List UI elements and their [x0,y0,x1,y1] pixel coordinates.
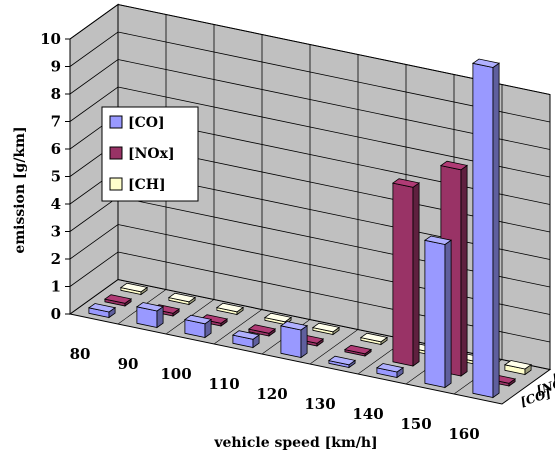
y-tick-label: 5 [51,168,61,186]
y-tick-label: 8 [51,85,61,103]
y-tick-label: 2 [51,250,61,268]
bar-co-130 [327,355,357,369]
legend-item-nox: [NOx] [109,146,175,162]
x-tick-label: 150 [400,415,431,433]
x-tick-label: 100 [160,365,191,383]
legend-item-ch: [CH] [109,177,166,193]
bar-ch-80 [119,282,149,296]
y-tick-label: 0 [51,305,61,323]
bar-co-100 [183,314,213,339]
y-tick-label: 3 [51,223,61,241]
x-tick-label: 90 [118,355,139,373]
series-axis-label: [CH] [551,363,555,386]
bar-co-150 [423,235,453,389]
y-tick-label: 6 [51,140,61,158]
bar-co-140 [375,363,405,379]
legend-item-co: [CO] [109,115,165,131]
bar-ch-130 [359,332,389,346]
x-tick-label: 110 [208,375,239,393]
bar-ch-120 [311,322,341,336]
bar-ch-100 [215,302,245,316]
bar-co-120 [279,321,309,359]
bar-nox-80 [103,294,133,307]
x-tick-label: 130 [304,395,335,413]
bar-co-160 [471,58,501,399]
legend: [CO] [NOx] [CH] [101,106,199,202]
bar-nox-110 [247,324,277,337]
y-tick-label: 4 [51,195,61,213]
bar-ch-110 [263,312,293,326]
y-tick-label: 7 [51,113,61,131]
legend-label-nox: [NOx] [128,146,175,162]
y-tick-label: 1 [51,278,61,296]
legend-label-ch: [CH] [128,177,166,193]
x-tick-label: 80 [70,345,91,363]
bar-nox-140 [391,178,421,367]
x-tick-label: 140 [352,405,383,423]
x-tick-labels: 80 90 100 110 120 130 140 150 160 [70,345,480,443]
bar-co-90 [135,302,165,329]
y-axis-title: emission [g/km] [12,126,28,253]
bar-nox-130 [343,344,373,357]
bar-ch-160 [503,360,533,376]
y-tick-label: 9 [51,58,61,76]
legend-label-co: [CO] [128,115,165,131]
chart-bars [87,58,533,399]
bar-co-80 [87,303,117,319]
y-tick-label: 10 [40,30,61,48]
floor-gridline [213,309,263,345]
x-tick-label: 160 [448,425,479,443]
floor-gridline [309,329,359,365]
bar-co-110 [231,330,261,349]
legend-swatch-ch [109,177,123,191]
x-tick-label: 120 [256,385,287,403]
legend-swatch-nox [109,146,123,160]
y-tick-labels: 0 1 2 3 4 5 6 7 8 9 10 [40,30,61,323]
bar-ch-90 [167,292,197,306]
x-axis-title: vehicle speed [km/h] [213,435,377,451]
legend-swatch-co [109,115,123,129]
